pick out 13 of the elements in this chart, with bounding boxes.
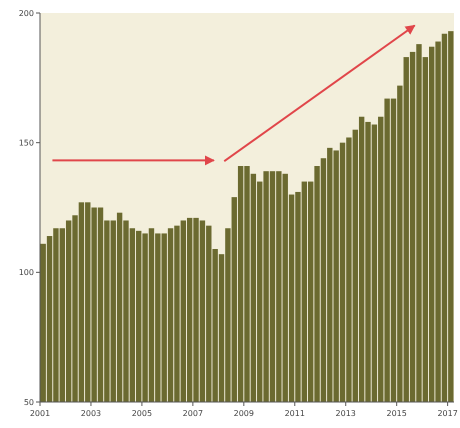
x-tick-label: 2015	[386, 409, 407, 418]
x-tick-label: 2005	[132, 409, 152, 418]
y-tick-label: 150	[18, 138, 34, 148]
x-tick-label: 2003	[80, 409, 102, 418]
x-tick-label: 2001	[30, 409, 50, 418]
x-tick-label: 2007	[182, 409, 204, 418]
y-tick-label: 100	[18, 268, 34, 278]
y-tick-label: 200	[18, 8, 34, 18]
x-tick-label: 2009	[234, 409, 254, 418]
x-tick-label: 2017	[437, 409, 458, 418]
x-tick-label: 2013	[336, 409, 356, 418]
x-tick-label: 2011	[284, 409, 305, 418]
y-tick-label: 50	[24, 398, 34, 407]
